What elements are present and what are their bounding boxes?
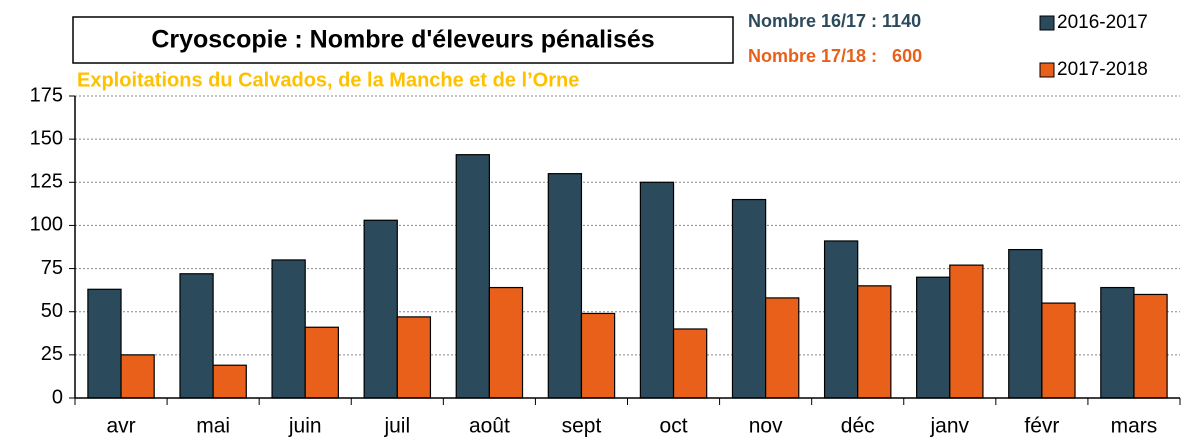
- x-tick-label: déc: [841, 415, 875, 438]
- bar: [488, 286, 524, 399]
- legend-label: 2016-2017: [1057, 12, 1148, 33]
- annotation: Nombre 16/17 : 1140: [748, 11, 921, 31]
- bar: [271, 259, 306, 399]
- x-tick-label: juin: [288, 415, 322, 438]
- subtitle: Exploitations du Calvados, de la Manche …: [77, 69, 579, 91]
- x-tick-label: nov: [749, 415, 783, 438]
- bar: [731, 198, 767, 399]
- title-box: [72, 16, 734, 64]
- legend-swatch: [1039, 15, 1055, 31]
- bar: [212, 364, 247, 399]
- x-tick-label: janv: [930, 415, 970, 438]
- bar: [1008, 248, 1043, 399]
- bar: [455, 154, 490, 399]
- y-tick-label: 0: [52, 386, 63, 408]
- bar: [304, 326, 339, 399]
- bar: [580, 312, 616, 399]
- x-tick-label: avr: [106, 415, 135, 438]
- y-tick-label: 75: [41, 257, 63, 279]
- bar: [916, 276, 951, 399]
- y-tick-label: 150: [30, 127, 63, 149]
- bar: [639, 181, 675, 399]
- bar: [547, 173, 583, 399]
- x-tick-label: févr: [1024, 415, 1059, 438]
- bar: [1041, 302, 1076, 399]
- bar: [363, 219, 398, 399]
- bar: [120, 354, 155, 399]
- x-tick-label: août: [469, 415, 510, 438]
- x-tick-label: mai: [196, 415, 230, 438]
- bar: [765, 297, 800, 399]
- x-tick-label: juil: [383, 415, 410, 438]
- bar: [1100, 286, 1135, 399]
- y-tick-label: 175: [30, 84, 63, 106]
- bar: [396, 316, 432, 399]
- bar: [672, 328, 708, 399]
- y-tick-label: 25: [41, 343, 63, 365]
- bar: [87, 288, 122, 399]
- bar: [179, 273, 214, 399]
- legend-label: 2017-2018: [1057, 59, 1148, 80]
- bar: [1133, 293, 1168, 399]
- bar: [857, 285, 892, 399]
- y-tick-label: 100: [30, 214, 63, 236]
- bar: [949, 264, 984, 399]
- x-tick-label: mars: [1111, 415, 1158, 438]
- legend-swatch: [1039, 62, 1055, 78]
- chart-title: Cryoscopie : Nombre d'éleveurs pénalisés: [151, 26, 654, 54]
- bar: [823, 240, 859, 399]
- x-tick-label: sept: [562, 415, 602, 438]
- x-tick-label: oct: [660, 415, 688, 438]
- y-tick-label: 50: [41, 300, 63, 322]
- annotation: Nombre 17/18 : 600: [748, 46, 922, 66]
- y-tick-label: 125: [30, 171, 63, 193]
